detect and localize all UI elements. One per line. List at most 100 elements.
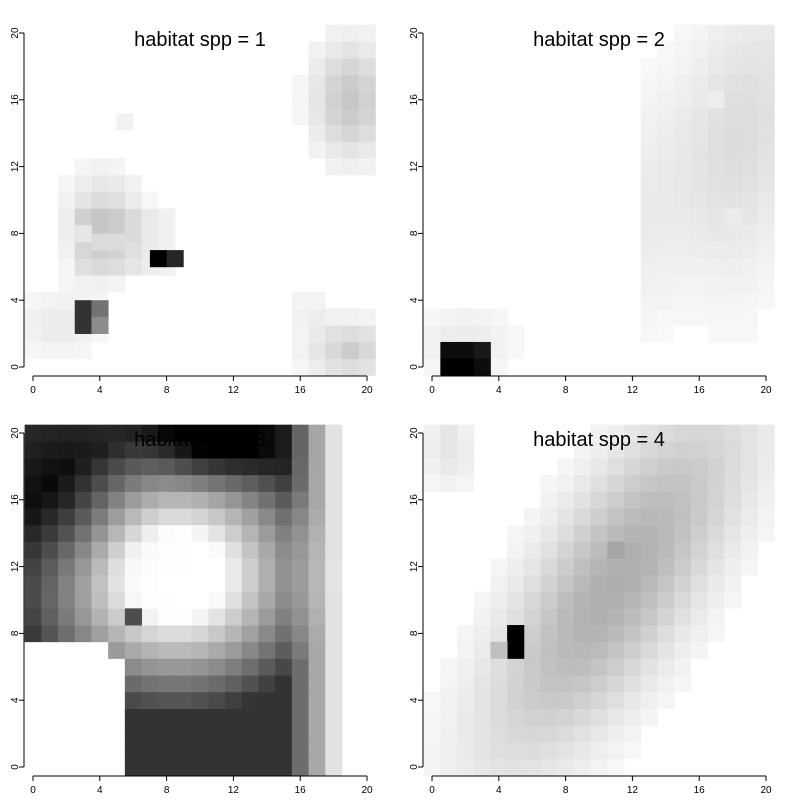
heatmap-cell [141,524,159,542]
heatmap-cell [657,558,675,576]
heatmap-cell [124,574,142,593]
heatmap-feature-cell [457,358,475,376]
heatmap-cell [308,91,326,109]
heatmap-cell [674,308,692,326]
heatmap-cell [757,58,775,76]
heatmap-cell [174,658,193,676]
heatmap-cell [507,658,525,676]
heatmap-cell [724,258,742,276]
heatmap-cell [690,41,708,59]
heatmap-cell [457,625,475,643]
heatmap-cell [690,225,708,243]
heatmap-cell [291,358,309,376]
heatmap-feature-cell [473,341,491,360]
heatmap-cell [308,558,326,576]
heatmap-cell [291,725,309,743]
heatmap-cell [24,524,42,542]
heatmap-cell [590,441,608,459]
heatmap-cell [740,491,759,509]
heatmap-feature-cell [74,225,92,243]
heatmap-cell [174,441,193,459]
heatmap-cell [241,541,259,559]
heatmap-cell [191,758,209,776]
heatmap-cell [540,658,558,676]
heatmap-cell [757,275,775,293]
heatmap-cell [657,675,675,693]
heatmap-cell [607,608,625,626]
heatmap-cell [607,675,625,693]
y-tick-label: 4 [10,297,21,303]
heatmap-cell [258,558,276,576]
heatmap-cell [757,458,775,476]
heatmap-cell [607,491,625,509]
heatmap-cell [91,558,109,576]
heatmap-cell [707,58,725,76]
heatmap-cell [640,474,658,492]
heatmap-cell [325,608,343,626]
heatmap-cell [573,725,592,743]
heatmap-cell [624,725,642,743]
heatmap-feature-cell [440,424,458,442]
heatmap-cell [241,524,259,542]
heatmap-cell [74,474,92,492]
heatmap-cell [440,675,458,693]
heatmap-cell [74,241,92,259]
heatmap-cell [191,491,209,509]
heatmap-cell [473,741,491,760]
heatmap-cell [740,24,759,42]
heatmap-cell [24,308,42,326]
heatmap-cell [707,458,725,476]
heatmap-cell [258,591,276,609]
heatmap-cell [674,158,692,176]
heatmap-cell [423,341,441,360]
heatmap-cell [573,508,592,526]
heatmap-cell [640,158,658,176]
heatmap-cell [707,158,725,176]
heatmap-cell [225,758,243,776]
heatmap-cell [657,74,675,92]
heatmap-cell [158,474,176,492]
heatmap-cell [325,24,343,42]
heatmap-cell [141,758,159,776]
heatmap-cell [124,241,142,259]
heatmap-cell [457,308,475,326]
heatmap-cell [557,491,575,509]
heatmap-cell [607,574,625,593]
heatmap-cell [108,491,126,509]
heatmap-cell [657,625,675,643]
heatmap-cell [724,58,742,76]
heatmap-cell [740,208,759,226]
heatmap-cell [225,508,243,526]
heatmap-cell [41,541,59,559]
chart-title: habitat spp = 4 [533,429,665,451]
heatmap-cell [557,474,575,492]
heatmap-cell [473,725,491,743]
heatmap-cell [707,141,725,159]
heatmap-cell [174,591,193,609]
heatmap-cell [191,524,209,542]
heatmap-cell [640,508,658,526]
heatmap-cell [640,58,658,76]
heatmap-cell [141,491,159,509]
heatmap-cell [490,358,508,376]
heatmap-cell [523,508,541,526]
heatmap-cell [540,691,558,709]
heatmap-cell [657,275,675,293]
heatmap-cell [258,691,276,709]
heatmap-cell [707,41,725,59]
heatmap-cell [291,541,309,559]
heatmap-cell [690,91,708,109]
heatmap-cell [440,758,458,776]
heatmap-cell [440,325,458,343]
heatmap-cell [108,608,126,626]
heatmap-cell [707,424,725,442]
heatmap-cell [657,108,675,126]
heatmap-cell [740,524,759,542]
heatmap-cell [358,108,376,126]
heatmap-cell [540,541,558,559]
heatmap-cell [657,541,675,559]
heatmap-cell [724,225,742,243]
x-tick-label: 12 [228,385,240,396]
heatmap-cell [74,158,92,176]
heatmap-cell [707,608,725,626]
